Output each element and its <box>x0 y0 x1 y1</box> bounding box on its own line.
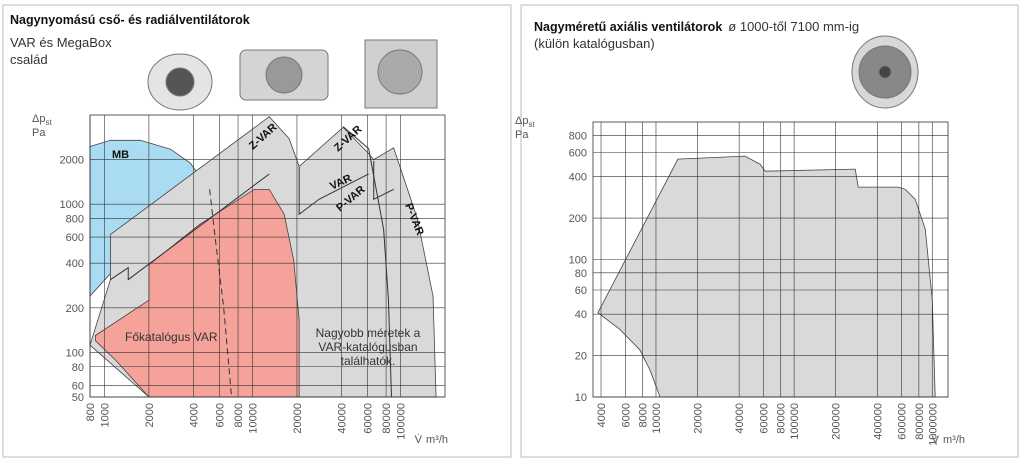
subtitle: ø 1000-től 7100 mm-ig <box>728 19 859 34</box>
y-tick-label: 20 <box>575 351 587 363</box>
x-tick-label: 20000 <box>693 403 705 434</box>
x-tick-label: 60000 <box>363 403 375 434</box>
y-tick-label: 800 <box>66 214 84 226</box>
x-tick-label: 600000 <box>897 403 909 440</box>
y-tick-label: 10 <box>575 392 587 404</box>
x-axis-label: V̇ m³/h <box>415 433 448 446</box>
subtitle: család <box>10 52 48 67</box>
x-tick-label: 800000 <box>914 403 926 440</box>
outline <box>110 173 270 281</box>
annotation: MB <box>112 149 129 161</box>
x-tick-label: 100000 <box>789 403 801 440</box>
plot-frame <box>592 121 949 398</box>
y-tick-label: 400 <box>569 172 587 184</box>
y-tick-label: 1000 <box>60 199 84 211</box>
y-tick-label: 80 <box>72 362 84 374</box>
x-tick-label: 4000 <box>596 403 608 427</box>
annotation: Főkatalógus VAR <box>125 330 218 344</box>
x-tick-label: 1000 <box>99 403 111 427</box>
y-axis-unit: Pa <box>32 127 46 139</box>
x-tick-label: 4000 <box>188 403 200 427</box>
note: találhatók. <box>341 354 396 368</box>
y-tick-label: 600 <box>569 148 587 160</box>
y-axis-symbol: Δp <box>515 115 528 127</box>
x-axis-unit: m³/h <box>426 434 448 446</box>
plot-frame <box>89 114 446 398</box>
x-axis-label: V̇ m³/h <box>932 433 965 446</box>
y-axis-label: Δpst <box>515 115 535 129</box>
title: Nagyméretű axiális ventilátorok ø 1000-tő… <box>534 19 859 34</box>
x-tick-label: 80000 <box>381 403 393 434</box>
x-tick-label: 8000 <box>233 403 245 427</box>
y-axis-unit: Pa <box>515 129 529 141</box>
y-tick-label: 40 <box>575 309 587 321</box>
area <box>94 188 300 398</box>
y-axis-label: Δpst <box>32 113 52 127</box>
x-axis-symbol: V̇ <box>415 433 423 446</box>
y-axis-subscript: st <box>45 118 52 127</box>
x-tick-label: 6000 <box>215 403 227 427</box>
y-tick-label: 400 <box>66 258 84 270</box>
y-tick-label: 60 <box>72 380 84 392</box>
x-axis-unit: m³/h <box>943 434 965 446</box>
x-tick-label: 10000 <box>651 403 663 434</box>
y-tick-label: 200 <box>569 213 587 225</box>
y-tick-label: 200 <box>66 303 84 315</box>
note: Nagyobb méretek a <box>316 326 421 340</box>
y-tick-label: 60 <box>575 285 587 297</box>
x-tick-label: 400000 <box>872 403 884 440</box>
y-tick-label: 80 <box>575 268 587 280</box>
x-tick-label: 6000 <box>620 403 632 427</box>
note: VAR-katalógusban <box>318 340 417 354</box>
x-tick-label: 200000 <box>831 403 843 440</box>
x-tick-label: 2000 <box>144 403 156 427</box>
title: Nagynyomású cső- és radiálventilátorok <box>10 13 250 27</box>
subtitle: VAR és MegaBox <box>10 35 112 50</box>
outline <box>342 126 392 398</box>
x-tick-label: 1000000 <box>927 403 939 446</box>
fan-images <box>147 35 919 111</box>
y-tick-label: 100 <box>66 347 84 359</box>
x-tick-label: 80000 <box>776 403 788 434</box>
x-axis-symbol: V̇ <box>932 433 940 446</box>
outline <box>298 166 369 216</box>
note: (külön katalógusban) <box>534 36 655 51</box>
x-tick-label: 40000 <box>734 403 746 434</box>
x-tick-label: 8000 <box>638 403 650 427</box>
x-tick-label: 10000 <box>247 403 259 434</box>
y-tick-label: 600 <box>66 232 84 244</box>
x-tick-label: 60000 <box>758 403 770 434</box>
y-tick-label: 2000 <box>60 155 84 167</box>
x-tick-label: 100000 <box>395 403 407 440</box>
area <box>597 155 936 398</box>
x-tick-label: 40000 <box>337 403 349 434</box>
y-tick-label: 50 <box>72 392 84 404</box>
y-tick-label: 800 <box>569 130 587 142</box>
x-tick-label: 20000 <box>292 403 304 434</box>
x-tick-label: 800 <box>85 403 97 421</box>
y-axis-subscript: st <box>528 120 535 129</box>
y-tick-label: 100 <box>569 255 587 267</box>
title: Nagyméretű axiális ventilátorok <box>534 20 722 34</box>
y-axis-symbol: Δp <box>32 113 45 125</box>
